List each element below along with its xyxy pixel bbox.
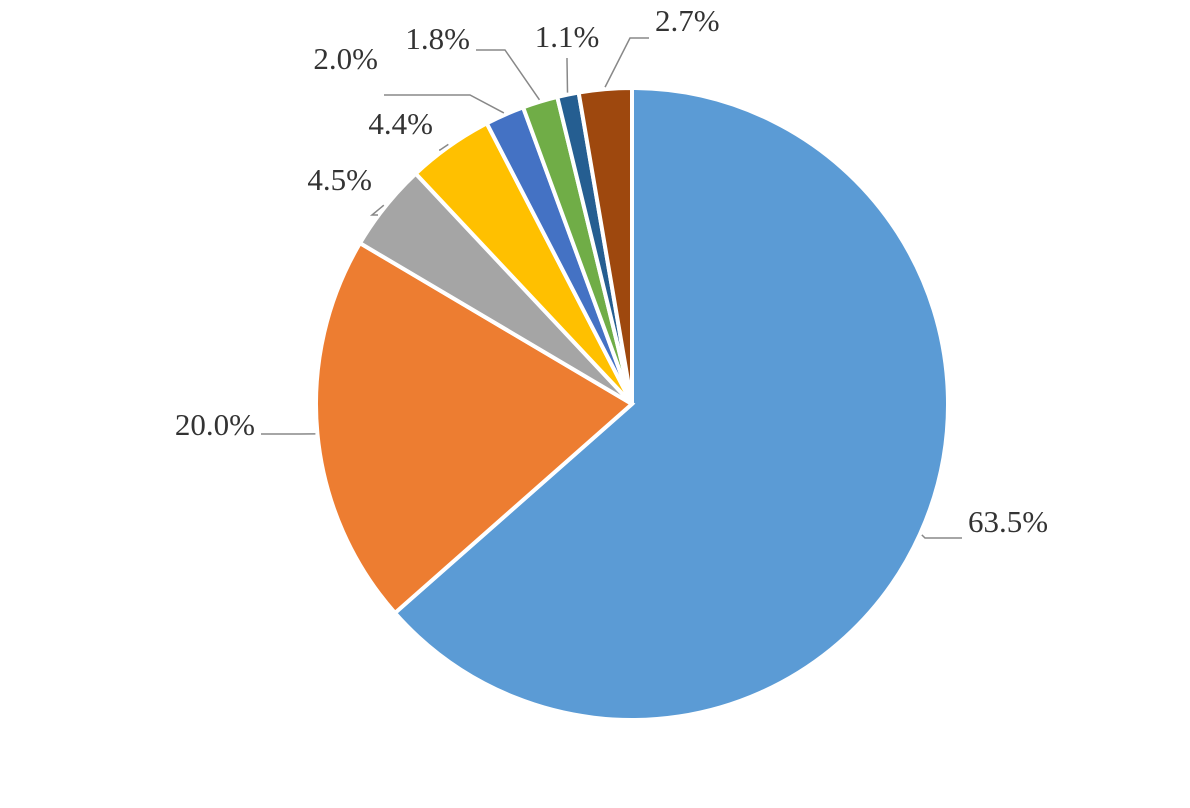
pie-slice — [576, 85, 634, 405]
pie-slice — [314, 240, 636, 616]
leader-line — [921, 534, 962, 539]
data-label: 2.7% — [655, 3, 720, 38]
data-label: 20.0% — [175, 407, 255, 442]
leader-line — [439, 143, 449, 151]
data-label: 2.0% — [313, 41, 378, 76]
data-label: 4.5% — [307, 162, 372, 197]
leader-line — [384, 94, 505, 114]
data-label: 1.1% — [535, 19, 600, 54]
leader-line — [369, 204, 385, 216]
data-label: 1.8% — [405, 21, 470, 56]
leader-line — [476, 49, 541, 101]
data-label: 4.4% — [368, 106, 433, 141]
pie-slice — [392, 85, 950, 722]
leader-line — [566, 58, 569, 93]
data-label: 63.5% — [968, 504, 1048, 539]
leader-line — [604, 37, 649, 88]
